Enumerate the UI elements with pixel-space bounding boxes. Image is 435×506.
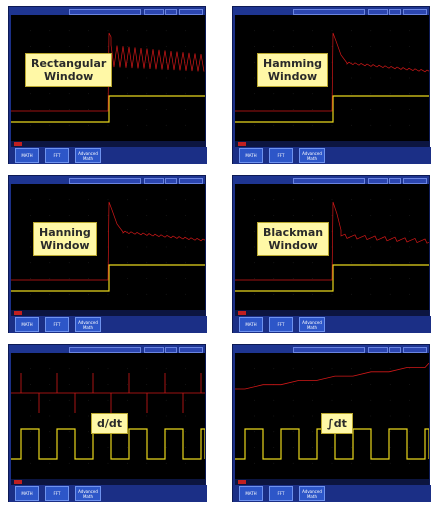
channel-badge — [238, 142, 246, 146]
channel-badge — [14, 311, 22, 315]
scope-top-bar — [233, 7, 429, 15]
yellow-step-trace — [11, 264, 205, 292]
status-indicator — [403, 346, 427, 353]
softkey-0[interactable]: MATH — [239, 148, 263, 163]
status-indicator — [179, 177, 203, 184]
status-indicator — [368, 346, 388, 353]
yellow-step-trace — [235, 264, 429, 292]
softkey-1[interactable]: FFT — [269, 317, 293, 332]
softkey-bar: MATH FFT Advanced Math — [233, 485, 431, 502]
status-indicator — [165, 8, 177, 15]
status-indicator — [165, 346, 177, 353]
softkey-2[interactable]: Advanced Math — [75, 486, 101, 501]
softkey-2[interactable]: Advanced Math — [75, 317, 101, 332]
status-indicator — [293, 177, 365, 184]
softkey-2[interactable]: Advanced Math — [299, 317, 325, 332]
scope-screen — [235, 15, 429, 141]
softkey-bar: MATH FFT Advanced Math — [9, 147, 207, 164]
status-indicator — [389, 346, 401, 353]
red-fft-trace — [11, 32, 205, 112]
softkey-1[interactable]: FFT — [45, 148, 69, 163]
scope-top-bar — [233, 176, 429, 184]
scope-status-bar — [11, 479, 205, 485]
scope-panel-hanning: MATH FFT Advanced Math Hanning Window — [8, 175, 207, 333]
scope-top-bar — [233, 345, 429, 353]
status-indicator — [179, 346, 203, 353]
status-indicator — [293, 8, 365, 15]
yellow-step-trace — [11, 95, 205, 123]
status-indicator — [368, 8, 388, 15]
status-indicator — [69, 8, 141, 15]
waveform-display — [11, 368, 205, 464]
status-indicator — [368, 177, 388, 184]
red-fft-trace — [11, 201, 205, 281]
yellow-square-trace — [235, 428, 429, 460]
softkey-bar: MATH FFT Advanced Math — [9, 316, 207, 333]
softkey-0[interactable]: MATH — [15, 317, 39, 332]
red-fft-trace — [235, 201, 429, 281]
waveform-display — [235, 199, 429, 295]
yellow-square-trace — [11, 428, 205, 460]
softkey-1[interactable]: FFT — [45, 486, 69, 501]
softkey-bar: MATH FFT Advanced Math — [9, 485, 207, 502]
window-label: Hamming Window — [257, 53, 329, 87]
scope-panel-derivative: MATH FFT Advanced Math d/dt — [8, 344, 207, 502]
softkey-0[interactable]: MATH — [15, 148, 39, 163]
scope-top-bar — [9, 176, 205, 184]
scope-status-bar — [235, 141, 429, 147]
waveform-display — [235, 30, 429, 126]
softkey-1[interactable]: FFT — [269, 148, 293, 163]
status-indicator — [403, 177, 427, 184]
status-indicator — [165, 177, 177, 184]
status-indicator — [144, 346, 164, 353]
scope-panel-blackman: MATH FFT Advanced Math Blackman Window — [232, 175, 431, 333]
softkey-2[interactable]: Advanced Math — [299, 486, 325, 501]
channel-badge — [14, 480, 22, 484]
window-label: ∫dt — [321, 413, 353, 434]
scope-status-bar — [11, 141, 205, 147]
channel-badge — [14, 142, 22, 146]
window-label: Hanning Window — [33, 222, 97, 256]
channel-badge — [238, 311, 246, 315]
scope-panel-integral: MATH FFT Advanced Math ∫dt — [232, 344, 431, 502]
softkey-0[interactable]: MATH — [239, 317, 263, 332]
softkey-1[interactable]: FFT — [45, 317, 69, 332]
status-indicator — [293, 346, 365, 353]
channel-badge — [238, 480, 246, 484]
softkey-0[interactable]: MATH — [15, 486, 39, 501]
window-label: d/dt — [91, 413, 129, 434]
status-indicator — [403, 8, 427, 15]
scope-top-bar — [9, 7, 205, 15]
scope-status-bar — [11, 310, 205, 316]
scope-status-bar — [235, 310, 429, 316]
status-indicator — [389, 177, 401, 184]
status-indicator — [69, 177, 141, 184]
yellow-step-trace — [235, 95, 429, 123]
softkey-2[interactable]: Advanced Math — [75, 148, 101, 163]
scope-status-bar — [235, 479, 429, 485]
waveform-display — [11, 30, 205, 126]
scope-top-bar — [9, 345, 205, 353]
status-indicator — [144, 8, 164, 15]
status-indicator — [144, 177, 164, 184]
softkey-bar: MATH FFT Advanced Math — [233, 316, 431, 333]
waveform-display — [235, 362, 429, 464]
window-label: Blackman Window — [257, 222, 330, 256]
softkey-2[interactable]: Advanced Math — [299, 148, 325, 163]
scope-panel-hamming: MATH FFT Advanced Math Hamming Window — [232, 6, 431, 164]
status-indicator — [69, 346, 141, 353]
red-integral-trace — [235, 362, 429, 390]
softkey-0[interactable]: MATH — [239, 486, 263, 501]
softkey-1[interactable]: FFT — [269, 486, 293, 501]
status-indicator — [179, 8, 203, 15]
red-fft-trace — [235, 32, 429, 112]
scope-panel-rectangular: MATH FFT Advanced Math Rectangular Window — [8, 6, 207, 164]
status-indicator — [389, 8, 401, 15]
window-label: Rectangular Window — [25, 53, 113, 87]
softkey-bar: MATH FFT Advanced Math — [233, 147, 431, 164]
